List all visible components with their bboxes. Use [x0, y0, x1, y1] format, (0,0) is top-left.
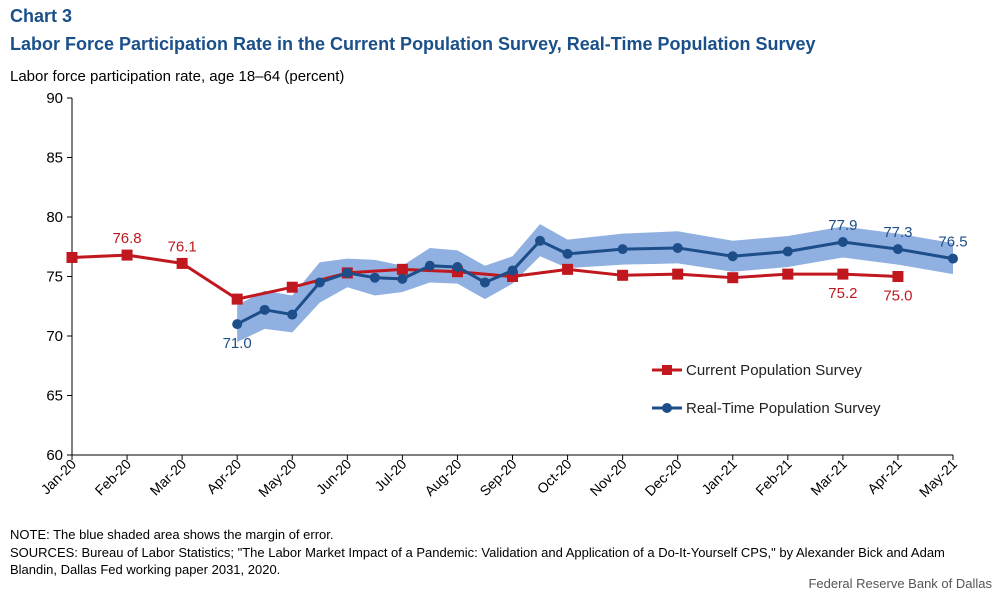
rps-data-label: 76.5 — [938, 234, 967, 251]
cps-marker — [287, 282, 298, 293]
y-tick-label: 90 — [46, 90, 63, 107]
rps-marker — [618, 244, 628, 254]
x-tick-label: Aug-20 — [421, 456, 464, 499]
cps-marker — [782, 269, 793, 280]
x-tick-label: Sep-20 — [476, 456, 519, 499]
rps-marker — [315, 277, 325, 287]
y-tick-label: 70 — [46, 328, 63, 345]
x-tick-label: Apr-20 — [203, 456, 244, 497]
rps-data-label: 77.9 — [828, 217, 857, 234]
cps-marker — [122, 250, 133, 261]
x-tick-label: Mar-20 — [147, 456, 190, 499]
rps-marker — [783, 247, 793, 257]
rps-marker — [563, 249, 573, 259]
cps-marker — [672, 269, 683, 280]
rps-marker — [948, 254, 958, 264]
x-tick-label: Feb-21 — [752, 456, 795, 499]
note-text: NOTE: The blue shaded area shows the mar… — [10, 527, 333, 542]
x-tick-label: Feb-20 — [92, 456, 135, 499]
cps-data-label: 75.0 — [883, 288, 912, 305]
cps-marker — [617, 270, 628, 281]
rps-marker — [728, 251, 738, 261]
rps-marker — [893, 244, 903, 254]
cps-marker — [837, 269, 848, 280]
rps-data-label: 71.0 — [223, 335, 252, 352]
y-tick-label: 75 — [46, 269, 63, 286]
legend-cps-label: Current Population Survey — [686, 362, 862, 379]
rps-marker — [480, 277, 490, 287]
cps-data-label: 76.8 — [112, 230, 141, 247]
cps-marker — [562, 264, 573, 275]
cps-data-label: 75.2 — [828, 285, 857, 302]
y-tick-label: 80 — [46, 209, 63, 226]
rps-marker — [397, 274, 407, 284]
legend-cps-marker — [662, 365, 672, 375]
credit-text: Federal Reserve Bank of Dallas — [808, 576, 992, 591]
rps-marker — [370, 273, 380, 283]
x-tick-label: Apr-21 — [864, 456, 905, 497]
x-tick-label: Oct-20 — [534, 456, 575, 497]
line-chart: 60657075808590Jan-20 Feb-20 Mar-20 Apr-20 Ma… — [0, 0, 1002, 598]
cps-marker — [727, 272, 738, 283]
rps-marker — [508, 266, 518, 276]
rps-marker — [838, 237, 848, 247]
x-tick-label: Mar-21 — [807, 456, 850, 499]
cps-marker — [892, 271, 903, 282]
cps-marker — [232, 294, 243, 305]
y-tick-label: 65 — [46, 388, 63, 405]
x-tick-label: Dec-20 — [642, 456, 685, 499]
rps-marker — [673, 243, 683, 253]
cps-data-label: 76.1 — [168, 238, 197, 255]
cps-marker — [177, 258, 188, 269]
rps-marker — [425, 261, 435, 271]
sources-text: SOURCES: Bureau of Labor Statistics; "Th… — [10, 544, 985, 578]
y-tick-label: 60 — [46, 447, 63, 464]
legend: Current Population Survey Real-Time Popul… — [652, 362, 881, 417]
x-tick-label: May-21 — [916, 456, 960, 500]
x-tick-label: Jul-20 — [371, 456, 409, 494]
rps-marker — [535, 236, 545, 246]
y-tick-label: 85 — [46, 150, 63, 167]
legend-rps-marker — [662, 403, 672, 413]
x-tick-label: Nov-20 — [587, 456, 630, 499]
rps-marker — [232, 319, 242, 329]
x-tick-label: Jun-20 — [313, 456, 355, 498]
rps-marker — [452, 262, 462, 272]
cps-marker — [397, 264, 408, 275]
x-tick-label: May-20 — [255, 456, 299, 500]
rps-marker — [342, 268, 352, 278]
legend-rps-label: Real-Time Population Survey — [686, 400, 881, 417]
x-tick-label: Jan-21 — [698, 456, 740, 498]
rps-marker — [260, 305, 270, 315]
rps-data-label: 77.3 — [883, 224, 912, 241]
cps-marker — [67, 252, 78, 263]
rps-marker — [287, 310, 297, 320]
